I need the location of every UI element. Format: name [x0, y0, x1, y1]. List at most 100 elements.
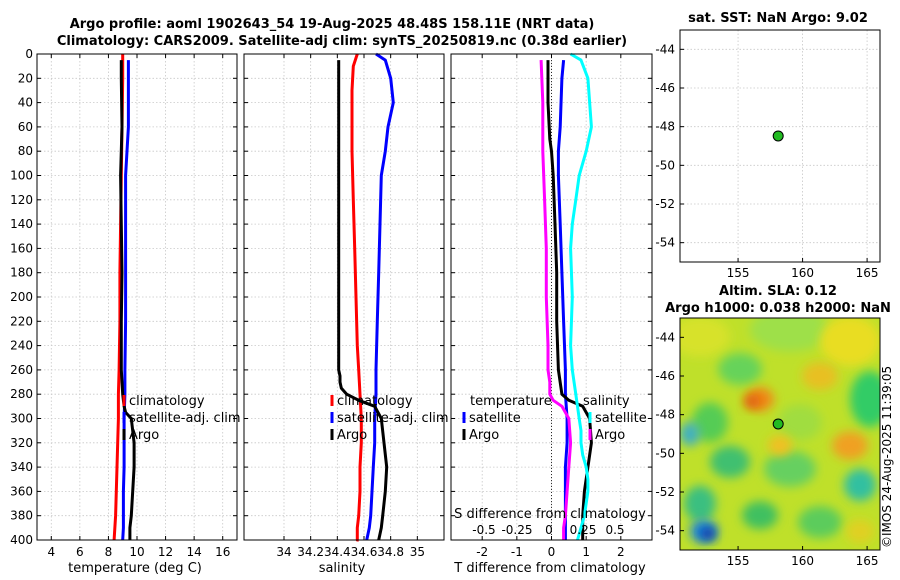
x-axis-label: T difference from climatology: [453, 561, 646, 576]
legend-t-satellite-label: satellite: [469, 411, 521, 426]
y-tick-label: 140: [10, 217, 33, 231]
y-tick-label: 120: [10, 193, 33, 207]
top-x-tick-label: 0.25: [570, 523, 597, 537]
temperature-profile-chart: 4 6 8 10 12 14 1602040608010012014016018020022…: [10, 47, 241, 576]
map-y-tick-label: -50: [655, 446, 675, 460]
y-tick-label: 220: [10, 314, 33, 328]
x-tick-label: 8: [105, 545, 113, 559]
sla-blob: [750, 318, 830, 352]
series-line-climatology: [350, 53, 363, 542]
top-axis-label: S difference from climatology: [454, 507, 646, 522]
x-tick-label: 34.6: [351, 545, 378, 559]
argo-position-marker: [772, 418, 784, 430]
y-tick-label: 200: [10, 290, 33, 304]
map-x-tick-label: 155: [727, 554, 750, 568]
legend-climatology-label: climatology: [129, 394, 205, 409]
sla-blob: [820, 318, 880, 367]
map-y-tick-label: -50: [655, 158, 675, 172]
y-tick-label: 380: [10, 509, 33, 523]
y-tick-label: 360: [10, 484, 33, 498]
map-x-tick-label: 155: [727, 266, 750, 280]
y-tick-label: 20: [18, 71, 33, 85]
sla-blob: [744, 394, 760, 409]
map-y-tick-label: -52: [655, 485, 675, 499]
series-line-s-satellite: [569, 52, 593, 541]
sla-blob: [680, 422, 700, 446]
sla-blob: [778, 404, 822, 441]
plot-area: [244, 54, 444, 540]
map-x-tick-label: 165: [856, 554, 879, 568]
x-tick-label: 4: [47, 545, 55, 559]
x-tick-label: 6: [76, 545, 84, 559]
legend-s-satellite-label: satellite: [595, 411, 647, 426]
y-tick-label: 300: [10, 412, 33, 426]
sla-blob: [850, 371, 880, 428]
map-y-tick-label: -46: [655, 81, 675, 95]
legend-temperature-title: temperature: [470, 394, 552, 409]
map-frame: [679, 29, 881, 263]
legend-satellite-label: satellite-adj. clim: [129, 411, 241, 426]
x-tick-label: 35: [410, 545, 425, 559]
x-tick-label: 16: [215, 545, 230, 559]
legend-s-argo-label: Argo: [595, 428, 625, 443]
y-tick-label: 180: [10, 266, 33, 280]
sla-blob: [710, 445, 750, 478]
figure-title-line1: Argo profile: aoml 1902643_54 19-Aug-202…: [70, 17, 595, 32]
y-tick-label: 0: [25, 47, 33, 61]
x-tick-label: -2: [476, 545, 488, 559]
sla-blob: [718, 353, 762, 386]
sst-map-title: sat. SST: NaN Argo: 9.02: [688, 11, 868, 26]
top-x-tick-label: 0.5: [605, 523, 624, 537]
map-y-tick-label: -54: [655, 236, 675, 250]
y-tick-label: 340: [10, 460, 33, 474]
legend-salinity-title: salinity: [583, 394, 630, 409]
sla-blob: [798, 506, 842, 539]
sla-map-title-line2: Argo h1000: 0.038 h2000: NaN: [665, 301, 891, 316]
top-x-tick-label: -0.5: [472, 523, 495, 537]
difference-profile-chart: -2 -1 0 1 2 T difference from climatology temp…: [450, 52, 653, 576]
y-tick-label: 260: [10, 363, 33, 377]
map-y-tick-label: -54: [655, 524, 675, 538]
map-frame: [679, 317, 881, 551]
salinity-profile-chart: 34 34.2 34.4 34.6 34.8 35 salinity climatology s…: [243, 52, 449, 576]
sla-blob: [846, 519, 874, 544]
legend-argo-label: Argo: [129, 428, 159, 443]
series-line-s-argo: [539, 60, 573, 540]
series-line-t-argo: [546, 60, 593, 540]
sst-map-chart: 155 160 165 -44 -46 -48 -50 -52 -54 sat. SST: NaN…: [655, 11, 881, 280]
timestamp-label: ©IMOS 24-Aug-2025 11:39:05: [880, 366, 894, 548]
y-tick-label: 40: [18, 96, 33, 110]
top-x-tick-label: 0: [545, 523, 553, 537]
x-tick-label: 34.4: [324, 545, 351, 559]
series-line-argo: [337, 60, 389, 541]
top-x-tick-label: -0.25: [501, 523, 532, 537]
y-tick-label: 100: [10, 169, 33, 183]
sla-blob: [802, 362, 838, 390]
map-area: [680, 30, 880, 262]
legend-satellite-label: satellite-adj. clim: [337, 411, 449, 426]
map-x-tick-label: 160: [791, 554, 814, 568]
y-tick-label: 400: [10, 533, 33, 547]
map-y-tick-label: -48: [655, 408, 675, 422]
y-tick-label: 320: [10, 436, 33, 450]
y-tick-label: 160: [10, 241, 33, 255]
legend-climatology-label: climatology: [337, 394, 413, 409]
legend-argo-label: Argo: [337, 428, 367, 443]
x-tick-label: -1: [511, 545, 523, 559]
sla-blob: [742, 501, 778, 530]
sla-map-chart: 155 160 165 -44 -46 -48 -50 -52 -54 Altim. SLA: 0…: [655, 284, 890, 568]
y-tick-label: 280: [10, 387, 33, 401]
x-tick-label: 1: [582, 545, 590, 559]
legend-t-argo-label: Argo: [469, 428, 499, 443]
sla-heatmap-field: [680, 318, 880, 550]
sla-blob: [832, 431, 868, 460]
x-tick-label: 10: [129, 545, 144, 559]
series-line-satellite-adj-clim: [365, 52, 395, 541]
sla-blob: [764, 450, 816, 487]
x-tick-label: 14: [187, 545, 202, 559]
y-tick-label: 80: [18, 144, 33, 158]
y-tick-label: 240: [10, 339, 33, 353]
argo-position-marker: [772, 130, 784, 142]
sla-map-title-line1: Altim. SLA: 0.12: [719, 284, 837, 299]
